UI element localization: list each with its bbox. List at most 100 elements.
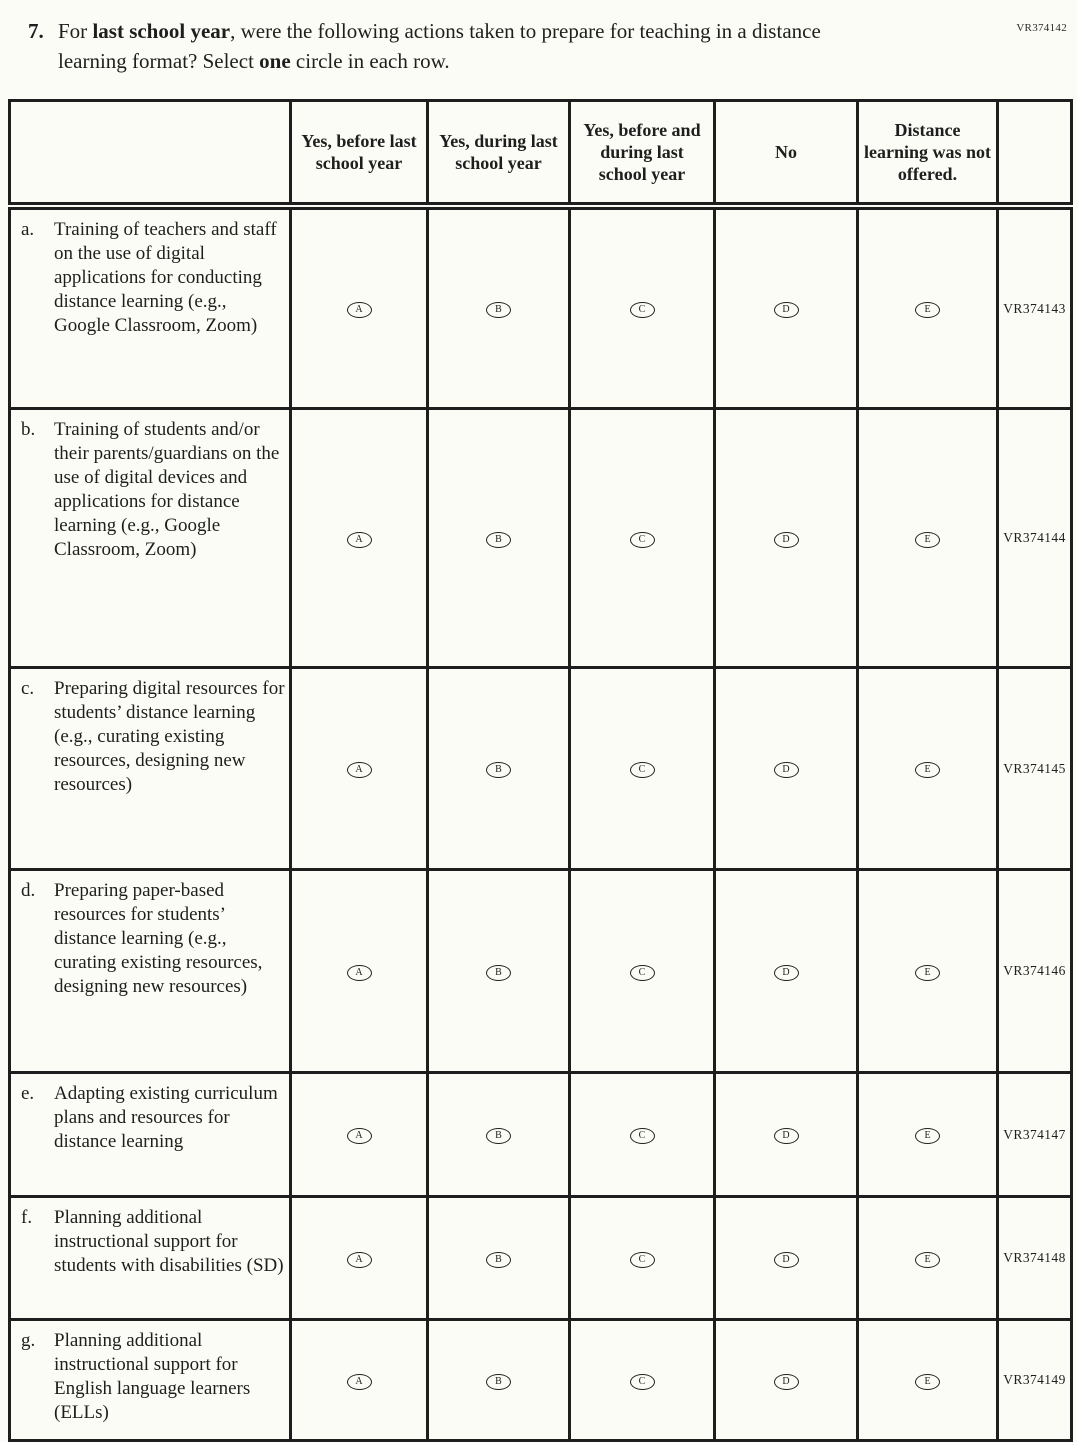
option-cell: B: [426, 666, 571, 871]
option-cell: E: [856, 1195, 999, 1321]
col-header-not-offered: Distance learning was not offered.: [856, 99, 999, 210]
option-cell: C: [568, 1318, 716, 1442]
option-cell: C: [568, 1071, 716, 1198]
option-bubble-a[interactable]: A: [346, 302, 372, 318]
question-number: 7.: [28, 19, 44, 43]
question-text-bold: last school year: [92, 19, 231, 43]
option-bubble-a[interactable]: A: [346, 1373, 372, 1390]
row-code: VR374148: [996, 1195, 1073, 1321]
question-text-part: circle in each row.: [290, 49, 450, 73]
row-label: e. Adapting existing curriculum plans an…: [8, 1071, 292, 1198]
row-text: Adapting existing curriculum plans and r…: [54, 1083, 278, 1152]
option-cell: B: [426, 407, 571, 669]
row-label: g. Planning additional instructional sup…: [8, 1318, 292, 1442]
option-cell: C: [568, 204, 716, 410]
question-text-bold: one: [259, 49, 291, 73]
option-bubble-c[interactable]: C: [629, 1373, 655, 1390]
option-bubble-b[interactable]: B: [486, 762, 511, 778]
col-header-yes-before-and-during: Yes, before and during last school year: [568, 99, 716, 210]
option-bubble-b[interactable]: B: [486, 964, 511, 981]
option-cell: D: [713, 868, 859, 1074]
row-letter: g.: [21, 1330, 36, 1351]
option-bubble-a[interactable]: A: [346, 762, 372, 778]
option-cell: C: [568, 868, 716, 1074]
option-cell: A: [289, 1318, 429, 1442]
option-cell: C: [568, 407, 716, 669]
option-cell: D: [713, 1318, 859, 1442]
row-letter: c.: [21, 678, 35, 699]
option-bubble-c[interactable]: C: [629, 531, 655, 548]
row-text: Planning additional instructional suppor…: [54, 1330, 251, 1423]
option-bubble-e[interactable]: E: [915, 1373, 940, 1390]
option-bubble-d[interactable]: D: [773, 964, 799, 981]
option-bubble-d[interactable]: D: [773, 762, 799, 778]
option-bubble-c[interactable]: C: [629, 1251, 655, 1268]
row-label: d. Preparing paper-based resources for s…: [8, 868, 292, 1074]
option-bubble-d[interactable]: D: [773, 1128, 799, 1144]
col-header-yes-before: Yes, before last school year: [289, 99, 429, 210]
option-bubble-e[interactable]: E: [915, 762, 940, 778]
option-bubble-c[interactable]: C: [629, 964, 655, 981]
table-row-d: d. Preparing paper-based resources for s…: [8, 868, 1073, 1074]
option-cell: E: [856, 407, 999, 669]
option-bubble-d[interactable]: D: [773, 302, 799, 318]
row-code: VR374147: [996, 1071, 1073, 1198]
row-letter: b.: [21, 419, 36, 440]
option-bubble-b[interactable]: B: [486, 1251, 511, 1268]
table-row-a: a. Training of teachers and staff on the…: [8, 204, 1073, 410]
option-cell: D: [713, 204, 859, 410]
option-bubble-e[interactable]: E: [915, 531, 940, 548]
option-bubble-a[interactable]: A: [346, 531, 372, 548]
question-text-part: For: [58, 19, 93, 43]
option-cell: A: [289, 868, 429, 1074]
option-cell: C: [568, 666, 716, 871]
question-7: 7. For last school year, were the follow…: [28, 16, 1077, 76]
row-label: c. Preparing digital resources for stude…: [8, 666, 292, 871]
form-control-code: VR374142: [1016, 22, 1067, 34]
option-cell: A: [289, 1071, 429, 1198]
option-bubble-c[interactable]: C: [629, 302, 655, 318]
row-text: Preparing paper-based resources for stud…: [54, 880, 263, 997]
option-bubble-e[interactable]: E: [915, 302, 940, 318]
option-bubble-e[interactable]: E: [915, 964, 940, 981]
row-code: VR374145: [996, 666, 1073, 871]
row-label: f. Planning additional instructional sup…: [8, 1195, 292, 1321]
response-matrix-table: Yes, before last school year Yes, during…: [8, 99, 1073, 1442]
col-header-yes-during: Yes, during last school year: [426, 99, 571, 210]
table-row-g: g. Planning additional instructional sup…: [8, 1318, 1073, 1442]
table-row-c: c. Preparing digital resources for stude…: [8, 666, 1073, 871]
option-bubble-a[interactable]: A: [346, 964, 372, 981]
option-cell: D: [713, 407, 859, 669]
table-row-f: f. Planning additional instructional sup…: [8, 1195, 1073, 1321]
option-cell: E: [856, 1071, 999, 1198]
option-bubble-a[interactable]: A: [346, 1251, 372, 1268]
row-letter: a.: [21, 219, 35, 240]
option-bubble-e[interactable]: E: [915, 1251, 940, 1268]
option-bubble-b[interactable]: B: [486, 302, 511, 318]
option-bubble-a[interactable]: A: [346, 1128, 372, 1144]
option-cell: E: [856, 204, 999, 410]
option-bubble-b[interactable]: B: [486, 1128, 511, 1144]
row-text: Training of teachers and staff on the us…: [54, 219, 277, 336]
row-code: VR374149: [996, 1318, 1073, 1442]
option-cell: B: [426, 204, 571, 410]
table-row-b: b. Training of students and/or their par…: [8, 407, 1073, 669]
option-cell: B: [426, 1318, 571, 1442]
option-bubble-d[interactable]: D: [773, 531, 799, 548]
option-cell: A: [289, 204, 429, 410]
option-bubble-c[interactable]: C: [629, 1128, 655, 1144]
table-row-e: e. Adapting existing curriculum plans an…: [8, 1071, 1073, 1198]
row-code: VR374144: [996, 407, 1073, 669]
option-bubble-c[interactable]: C: [629, 762, 655, 778]
row-text: Planning additional instructional suppor…: [54, 1207, 284, 1276]
option-cell: D: [713, 1195, 859, 1321]
option-bubble-b[interactable]: B: [486, 531, 511, 548]
option-cell: A: [289, 666, 429, 871]
option-bubble-e[interactable]: E: [915, 1128, 940, 1144]
option-cell: B: [426, 1071, 571, 1198]
row-code: VR374146: [996, 868, 1073, 1074]
option-cell: C: [568, 1195, 716, 1321]
option-bubble-d[interactable]: D: [773, 1373, 799, 1390]
option-bubble-d[interactable]: D: [773, 1251, 799, 1268]
option-bubble-b[interactable]: B: [486, 1373, 511, 1390]
